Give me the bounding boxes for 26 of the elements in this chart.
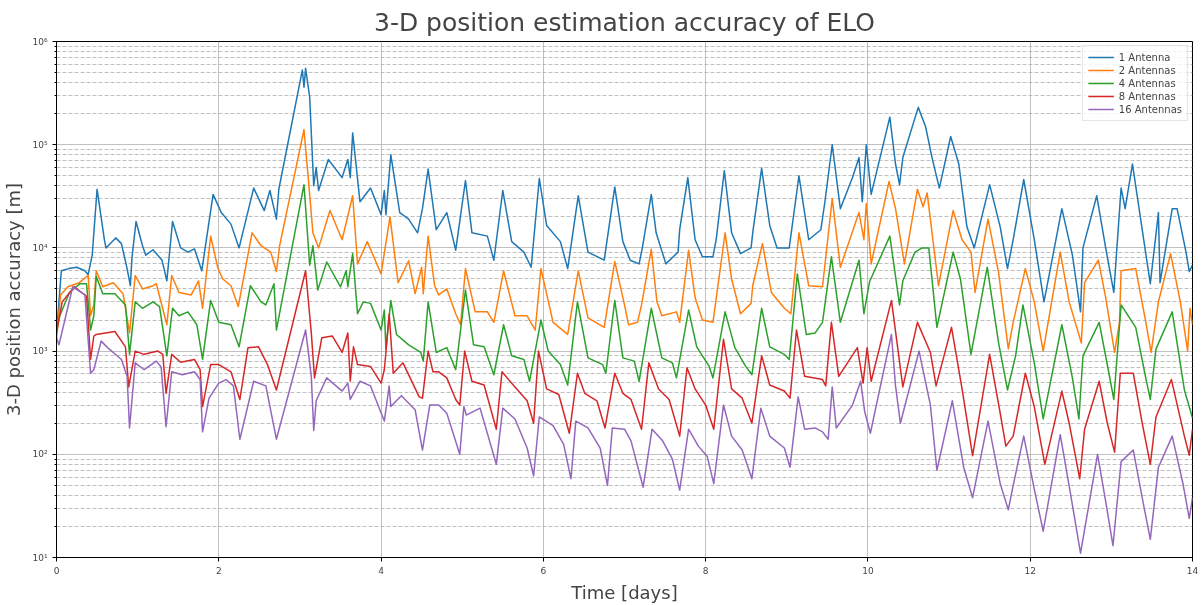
y-tick-label: 10⁶ (32, 36, 48, 47)
line-series (56, 286, 1193, 554)
legend-label: 1 Antenna (1118, 51, 1171, 63)
x-axis-title: Time [days] (570, 581, 678, 603)
x-tick-label: 0 (53, 565, 60, 576)
y-tick-label: 10⁵ (32, 139, 48, 150)
y-tick-label: 10² (32, 449, 48, 460)
y-axis-title: 3-D position accuracy [m] (3, 182, 25, 417)
line-series (56, 128, 1193, 354)
x-tick-label: 2 (215, 565, 222, 576)
y-tick-label: 10⁴ (32, 242, 48, 253)
legend-label: 2 Antennas (1118, 64, 1176, 76)
x-tick-label: 14 (1186, 565, 1199, 576)
y-tick-label: 10¹ (32, 552, 48, 563)
legend-label: 8 Antennas (1118, 90, 1176, 102)
x-tick-label: 12 (1024, 565, 1036, 576)
legend-label: 16 Antennas (1118, 103, 1182, 115)
line-series (56, 270, 1193, 480)
chart-title: 3-D position estimation accuracy of ELO (373, 7, 876, 37)
x-tick-label: 4 (378, 565, 385, 576)
legend-label: 4 Antennas (1118, 77, 1176, 89)
line-series (56, 183, 1193, 420)
x-tick-label: 10 (862, 565, 874, 576)
x-tick-label: 6 (540, 565, 547, 576)
y-tick-label: 10³ (32, 346, 48, 357)
x-tick-label: 8 (702, 565, 709, 576)
